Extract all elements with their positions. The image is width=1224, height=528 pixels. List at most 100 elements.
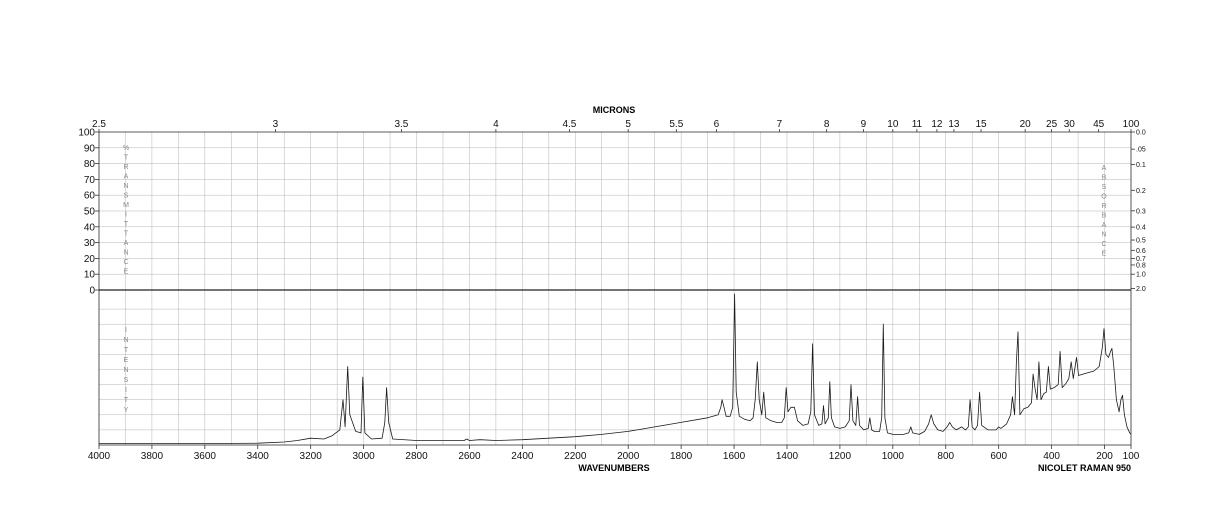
top-axis-tick-label: 10 — [887, 119, 899, 130]
top-axis-tick-label: 13 — [948, 119, 960, 130]
top-axis-tick-label: 20 — [1020, 119, 1032, 130]
bottom-axis-title: WAVENUMBERS — [578, 463, 649, 473]
top-axis-tick-label: 45 — [1093, 119, 1105, 130]
transmittance-tick-label: 100 — [78, 128, 95, 139]
absorbance-caption-letter: S — [1102, 184, 1107, 191]
top-axis-tick-label: 12 — [931, 119, 943, 130]
transmittance-caption-letter: T — [124, 155, 129, 162]
intensity-caption-letter: I — [125, 327, 127, 334]
intensity-caption-letter: Y — [124, 407, 129, 414]
bottom-axis-tick-label: 100 — [1123, 451, 1140, 462]
spectrum-line — [99, 293, 1132, 444]
bottom-axis-tick-label: 800 — [937, 451, 954, 462]
top-axis-tick-label: 30 — [1064, 119, 1076, 130]
top-axis-tick-label: 100 — [1123, 119, 1140, 130]
transmittance-caption-letter: N — [123, 250, 128, 257]
top-axis-tick-label: 7 — [777, 119, 783, 130]
top-axis-tick-label: 2.5 — [92, 119, 106, 130]
absorbance-caption-letter: B — [1102, 175, 1107, 182]
top-axis-tick-label: 25 — [1046, 119, 1058, 130]
transmittance-tick-label: 60 — [84, 191, 96, 202]
bottom-axis-tick-label: 600 — [990, 451, 1007, 462]
transmittance-caption-letter: A — [124, 240, 129, 247]
bottom-axis-tick-label: 3400 — [247, 451, 270, 462]
top-axis-tick-label: 11 — [912, 119, 923, 130]
top-axis-tick-label: 6 — [714, 119, 720, 130]
axis-labels: 4000 3800 3600 3400 3200 3000 2800 2600 2400 2200… — [78, 119, 1146, 462]
top-axis-tick-label: 3 — [273, 119, 279, 130]
top-axis-tick-label: 15 — [975, 119, 987, 130]
transmittance-caption-letter: T — [124, 221, 129, 228]
absorbance-tick-label: 0.2 — [1136, 188, 1146, 195]
bottom-axis-tick-label: 2600 — [458, 451, 481, 462]
grid-lines — [98, 132, 1132, 445]
transmittance-tick-label: 10 — [84, 270, 96, 281]
transmittance-caption-letter: S — [124, 193, 129, 200]
transmittance-tick-label: 80 — [84, 159, 96, 170]
transmittance-caption-letter: C — [123, 259, 128, 266]
instrument-label: NICOLET RAMAN 950 — [1038, 463, 1131, 473]
top-axis-tick-label: 4 — [493, 119, 499, 130]
bottom-axis-tick-label: 1000 — [882, 451, 905, 462]
absorbance-tick-label: 0.7 — [1136, 256, 1146, 263]
transmittance-caption-letter: % — [123, 145, 129, 152]
absorbance-tick-label: 0.1 — [1136, 162, 1146, 169]
transmittance-tick-label: 20 — [84, 254, 96, 265]
bottom-axis-tick-label: 1600 — [723, 451, 746, 462]
intensity-caption-letter: N — [123, 337, 128, 344]
top-axis-tick-label: 9 — [861, 119, 867, 130]
absorbance-tick-label: 0.4 — [1136, 225, 1146, 232]
transmittance-caption-letter: T — [124, 231, 129, 238]
bottom-axis-tick-label: 3200 — [300, 451, 323, 462]
absorbance-caption-letter: C — [1101, 241, 1106, 248]
transmittance-tick-label: 70 — [84, 175, 96, 186]
intensity-caption-letter: T — [124, 347, 129, 354]
absorbance-tick-label: 2.0 — [1136, 286, 1146, 293]
top-axis-tick-label: 8 — [824, 119, 830, 130]
bottom-axis-tick-label: 200 — [1096, 451, 1113, 462]
bottom-axis-tick-label: 2200 — [564, 451, 587, 462]
transmittance-tick-label: 40 — [84, 222, 96, 233]
bottom-axis-tick-label: 2400 — [511, 451, 534, 462]
absorbance-caption-letter: R — [1101, 203, 1106, 210]
bottom-axis-tick-label: 1200 — [829, 451, 852, 462]
absorbance-caption-letter: N — [1101, 232, 1106, 239]
transmittance-tick-label: 0 — [89, 286, 95, 297]
bottom-axis-tick-label: 1800 — [670, 451, 693, 462]
transmittance-tick-label: 30 — [84, 238, 96, 249]
absorbance-tick-label: 1.0 — [1136, 272, 1146, 279]
bottom-axis-tick-label: 3800 — [141, 451, 164, 462]
absorbance-tick-label: 0.0 — [1136, 130, 1146, 137]
intensity-caption-letter: N — [123, 367, 128, 374]
bottom-axis-tick-label: 3600 — [194, 451, 217, 462]
spectrum-series — [99, 293, 1132, 444]
absorbance-tick-label: 0.5 — [1136, 238, 1146, 245]
absorbance-caption-letter: A — [1102, 222, 1107, 229]
top-axis-tick-label: 4.5 — [562, 119, 576, 130]
top-axis-tick-label: 5.5 — [669, 119, 683, 130]
transmittance-tick-label: 90 — [84, 143, 96, 154]
absorbance-caption-letter: B — [1102, 213, 1107, 220]
absorbance-caption-letter: O — [1101, 194, 1107, 201]
bottom-axis-tick-label: 1400 — [776, 451, 799, 462]
intensity-caption-letter: E — [124, 357, 129, 364]
absorbance-caption-letter: E — [1102, 251, 1107, 258]
top-axis-title: MICRONS — [593, 105, 636, 115]
bottom-axis-tick-label: 3000 — [352, 451, 375, 462]
absorbance-tick-label: 0.6 — [1136, 248, 1146, 255]
top-axis-tick-label: 5 — [625, 119, 631, 130]
absorbance-tick-label: 0.3 — [1136, 208, 1146, 215]
intensity-caption-letter: S — [124, 377, 129, 384]
bottom-axis-tick-label: 2800 — [405, 451, 428, 462]
transmittance-caption-letter: A — [124, 174, 129, 181]
transmittance-caption-letter: I — [125, 212, 127, 219]
transmittance-caption-letter: N — [123, 183, 128, 190]
transmittance-caption-letter: E — [124, 269, 129, 276]
transmittance-caption-letter: M — [123, 202, 129, 209]
absorbance-tick-label: .05 — [1136, 147, 1146, 154]
bottom-axis-tick-label: 2000 — [617, 451, 640, 462]
transmittance-tick-label: 50 — [84, 207, 96, 218]
absorbance-tick-label: 0.8 — [1136, 262, 1146, 269]
top-axis-tick-label: 3.5 — [394, 119, 408, 130]
